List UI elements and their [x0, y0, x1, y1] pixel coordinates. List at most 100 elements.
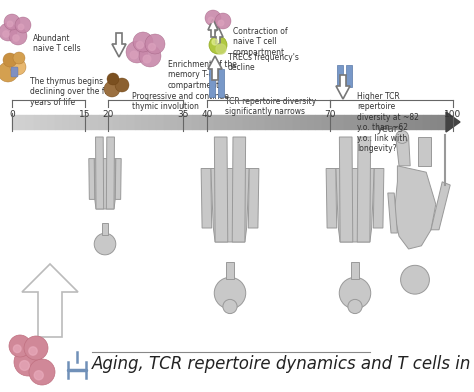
Bar — [48, 115, 55, 129]
Circle shape — [13, 345, 21, 352]
Bar — [315, 115, 322, 129]
Circle shape — [34, 371, 43, 380]
Text: Aging, TCR repertoire dynamics and T cells in health: Aging, TCR repertoire dynamics and T cel… — [92, 355, 474, 373]
Circle shape — [104, 81, 120, 97]
Circle shape — [24, 336, 48, 360]
Bar — [401, 115, 409, 129]
Circle shape — [401, 265, 429, 294]
Bar — [27, 115, 34, 129]
Text: years: years — [376, 124, 403, 134]
Polygon shape — [339, 137, 353, 242]
Text: TCR repertoire diversity
significantly narrows: TCR repertoire diversity significantly n… — [225, 97, 316, 116]
Bar — [351, 262, 359, 279]
Circle shape — [4, 14, 20, 30]
Bar — [293, 115, 301, 129]
Bar — [423, 115, 430, 129]
Text: 20: 20 — [102, 110, 114, 119]
Circle shape — [148, 44, 155, 51]
Text: The thymus begins
declining over the first
years of life: The thymus begins declining over the fir… — [30, 77, 117, 107]
Circle shape — [29, 347, 37, 355]
Bar — [185, 115, 192, 129]
Bar — [209, 69, 215, 97]
Bar — [200, 115, 207, 129]
Bar — [358, 115, 365, 129]
Circle shape — [3, 31, 9, 37]
Bar — [214, 115, 221, 129]
Bar — [387, 115, 394, 129]
Polygon shape — [115, 159, 121, 200]
Text: TRECs frequency's
decline: TRECs frequency's decline — [228, 53, 299, 73]
Circle shape — [137, 42, 144, 49]
Polygon shape — [394, 166, 436, 249]
Text: Abundant
naive T cells: Abundant naive T cells — [33, 34, 81, 53]
Text: Progressive and continue
thymic involution: Progressive and continue thymic involuti… — [132, 92, 229, 111]
Circle shape — [14, 348, 42, 376]
Bar — [156, 115, 164, 129]
Bar — [178, 115, 185, 129]
Circle shape — [214, 278, 246, 309]
Polygon shape — [201, 169, 212, 228]
Bar — [409, 115, 416, 129]
Bar — [99, 115, 106, 129]
Text: Higher TCR
repertoire
diversity at ~82
y.o. than ~62
y.o.: link with
longevity?: Higher TCR repertoire diversity at ~82 y… — [357, 92, 419, 153]
Bar — [438, 115, 445, 129]
Polygon shape — [232, 137, 246, 242]
Polygon shape — [208, 56, 222, 80]
Circle shape — [7, 21, 13, 27]
Circle shape — [133, 32, 153, 52]
Polygon shape — [211, 169, 249, 242]
Bar — [135, 115, 142, 129]
Circle shape — [29, 359, 55, 385]
Bar — [221, 115, 228, 129]
Bar — [218, 69, 224, 97]
Polygon shape — [106, 137, 114, 209]
Circle shape — [223, 299, 237, 314]
Bar — [365, 115, 373, 129]
Bar — [373, 115, 380, 129]
Bar — [149, 115, 156, 129]
Polygon shape — [94, 159, 116, 209]
Circle shape — [115, 78, 129, 92]
Bar — [164, 115, 171, 129]
Circle shape — [9, 335, 31, 357]
Circle shape — [348, 299, 362, 314]
Bar — [416, 115, 423, 129]
Polygon shape — [374, 169, 384, 228]
Circle shape — [3, 53, 17, 67]
Polygon shape — [22, 264, 78, 337]
Polygon shape — [336, 169, 374, 242]
Polygon shape — [446, 112, 460, 132]
Circle shape — [107, 73, 119, 85]
Bar — [171, 115, 178, 129]
Bar — [264, 115, 272, 129]
Bar — [279, 115, 286, 129]
Bar — [41, 115, 48, 129]
Circle shape — [145, 34, 165, 54]
Circle shape — [339, 278, 371, 309]
Bar — [236, 115, 243, 129]
Bar — [128, 115, 135, 129]
Text: 70: 70 — [324, 110, 336, 119]
Bar — [337, 115, 344, 129]
Bar — [12, 115, 19, 129]
Text: 40: 40 — [201, 110, 213, 119]
Bar — [272, 115, 279, 129]
Polygon shape — [326, 169, 337, 228]
Circle shape — [126, 41, 148, 63]
Polygon shape — [208, 19, 218, 37]
Bar — [142, 115, 149, 129]
Text: Enrichment of the
memory T-cell
compartment: Enrichment of the memory T-cell compartm… — [168, 60, 237, 90]
Circle shape — [218, 20, 224, 26]
Circle shape — [143, 55, 151, 63]
Polygon shape — [418, 137, 431, 166]
Circle shape — [212, 39, 218, 45]
Circle shape — [0, 23, 17, 41]
Bar — [55, 115, 63, 129]
Bar — [346, 65, 352, 87]
Bar — [34, 115, 41, 129]
Bar — [102, 223, 108, 235]
Bar — [19, 115, 27, 129]
Polygon shape — [336, 75, 350, 99]
Polygon shape — [248, 169, 259, 228]
Bar — [243, 115, 250, 129]
